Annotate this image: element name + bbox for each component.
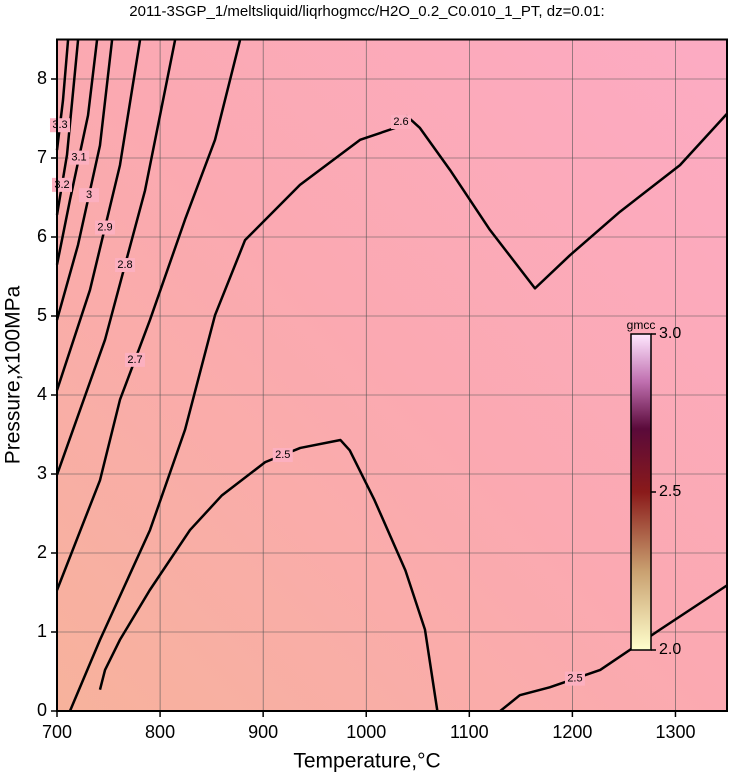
y-axis-label: Pressure,x100MPa [2,285,25,464]
contour-label-bg [79,188,100,203]
y-tick-label: 5 [37,305,47,325]
contour-label: 2.8 [117,259,132,271]
x-tick-label: 900 [248,722,278,742]
contour-line [55,39,242,591]
contour-label: 2.7 [127,354,142,366]
contour-label: 2.5 [275,449,290,461]
contour-label: 3.2 [54,179,69,191]
y-tick-label: 2 [37,542,47,562]
y-tick-label: 1 [37,621,47,641]
contour-label-bg [94,220,115,235]
x-tick-label: 1000 [346,722,386,742]
contour-label-bg [115,258,136,273]
contour-label-bg [390,115,411,130]
contour-label: 3.1 [71,152,86,164]
x-tick-label: 1100 [450,722,489,742]
x-tick-label: 1200 [552,722,592,742]
contour-line [55,40,80,216]
y-tick-label: 0 [37,700,47,720]
colorbar-label: gmcc [627,318,656,332]
x-tick-label: 1300 [655,722,695,742]
contour-line [55,40,70,151]
colorbar-tick-label: 2.5 [659,483,681,500]
x-tick-label: 800 [145,722,175,742]
x-tick-label: 700 [42,722,72,742]
contour-label: 2.5 [567,673,582,685]
contour-label-bg [124,352,145,367]
contour-label-bg [272,448,293,463]
plot-frame [56,38,728,712]
y-tick-label: 8 [37,68,47,88]
contour-label: 3 [86,189,92,201]
y-tick-label: 3 [37,463,47,483]
contour-label: 3.3 [52,119,67,131]
contour-label: 2.6 [393,116,408,128]
contour-label: 2.9 [97,221,112,233]
plot-background [57,39,727,711]
colorbar [630,333,652,651]
colorbar-tick-label: 2.0 [659,641,681,658]
contour-label-bg [564,671,585,686]
colorbar-tick-label: 3.0 [659,325,681,342]
contour-label-bg [69,150,90,165]
chart-title: 2011-3SGP_1/meltsliquid/liqrhogmcc/H2O_0… [129,3,604,20]
y-tick-label: 7 [37,147,47,167]
y-tick-label: 6 [37,226,47,246]
y-tick-label: 4 [37,384,47,404]
x-axis-label: Temperature,°C [293,750,440,773]
contour-label-bg [49,118,70,133]
